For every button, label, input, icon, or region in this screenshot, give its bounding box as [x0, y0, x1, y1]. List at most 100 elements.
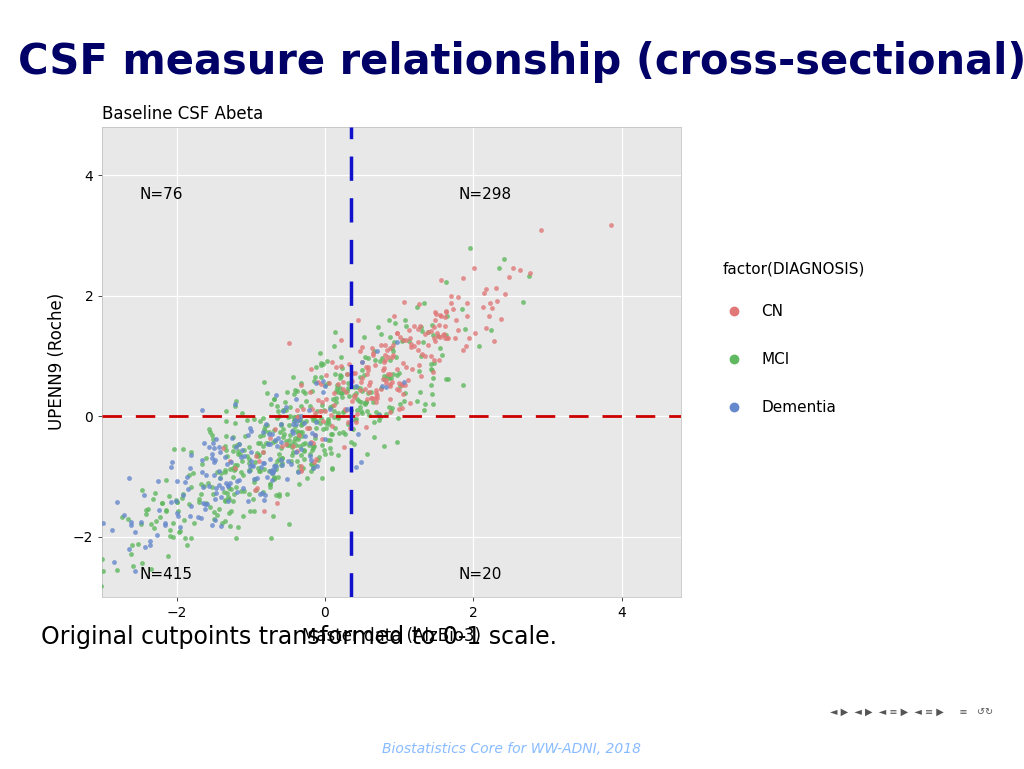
- Point: [303, 454, 319, 467]
- Point: [329, 396, 345, 408]
- Point: [289, 384, 305, 397]
- Point: [294, 403, 310, 415]
- Point: [83, 574, 99, 587]
- Point: [385, 345, 401, 357]
- Point: [262, 478, 279, 491]
- Point: [319, 434, 336, 446]
- Point: [183, 448, 200, 461]
- Point: [266, 460, 283, 472]
- Point: [287, 384, 303, 396]
- Point: [437, 320, 454, 332]
- Point: [242, 465, 258, 478]
- Point: [286, 388, 302, 400]
- Point: [198, 498, 214, 510]
- Point: [489, 295, 506, 307]
- Point: [198, 452, 214, 464]
- Point: [201, 480, 217, 492]
- Point: [293, 419, 309, 431]
- Point: [133, 484, 150, 496]
- Point: [389, 326, 406, 338]
- Point: [307, 407, 324, 419]
- Point: [285, 424, 301, 436]
- Point: [268, 463, 285, 475]
- Point: [312, 378, 329, 390]
- Point: [186, 517, 203, 529]
- Point: [202, 425, 218, 438]
- Point: [292, 426, 308, 438]
- Point: [401, 335, 418, 347]
- Point: [406, 320, 422, 332]
- Point: [322, 441, 338, 454]
- Point: [127, 526, 143, 538]
- Point: [262, 438, 279, 451]
- Point: [409, 301, 425, 314]
- Point: [346, 438, 362, 451]
- Point: [285, 440, 301, 452]
- Point: [297, 387, 313, 399]
- Point: [93, 580, 110, 592]
- Point: [381, 372, 397, 384]
- Point: [313, 399, 330, 411]
- Point: [110, 564, 126, 576]
- Point: [266, 434, 283, 447]
- Point: [322, 418, 338, 430]
- Point: [298, 394, 314, 407]
- Point: [219, 478, 236, 491]
- Point: [330, 407, 346, 419]
- Point: [218, 477, 234, 489]
- Point: [338, 386, 354, 398]
- Point: [197, 503, 213, 515]
- Point: [199, 498, 215, 510]
- Point: [369, 392, 385, 404]
- Point: [293, 460, 309, 472]
- Point: [269, 405, 286, 418]
- Point: [440, 331, 457, 344]
- Point: [289, 444, 305, 457]
- Point: [252, 464, 268, 477]
- Point: [158, 474, 174, 486]
- Point: [376, 440, 392, 452]
- Point: [395, 334, 412, 346]
- Point: [206, 513, 222, 525]
- Point: [259, 471, 275, 483]
- Point: [360, 351, 377, 364]
- Point: [326, 341, 342, 353]
- Point: [436, 311, 453, 323]
- Point: [308, 414, 325, 427]
- Point: [305, 440, 322, 452]
- Point: [309, 394, 326, 407]
- Point: [284, 438, 300, 450]
- Point: [207, 514, 223, 527]
- Point: [221, 493, 238, 505]
- Point: [346, 388, 362, 401]
- Point: [315, 423, 332, 435]
- Point: [328, 384, 344, 397]
- Point: [330, 382, 346, 394]
- Point: [295, 384, 311, 397]
- Point: [307, 453, 324, 465]
- Point: [184, 467, 201, 479]
- Point: [247, 484, 263, 496]
- Point: [288, 418, 304, 431]
- Point: [283, 455, 299, 468]
- Point: [264, 436, 281, 448]
- Point: [236, 444, 252, 456]
- Point: [290, 433, 306, 445]
- Point: [195, 481, 211, 493]
- Point: [339, 384, 355, 397]
- Point: [316, 379, 333, 391]
- Point: [121, 471, 137, 484]
- Point: [385, 309, 401, 321]
- Point: [211, 503, 227, 515]
- Point: [314, 385, 331, 398]
- Point: [287, 432, 303, 444]
- Point: [420, 339, 436, 351]
- Point: [367, 391, 383, 404]
- Point: [181, 469, 198, 481]
- Point: [437, 373, 454, 385]
- Point: [258, 418, 274, 430]
- Point: [317, 393, 334, 405]
- Point: [214, 482, 230, 494]
- Point: [218, 431, 234, 443]
- Point: [194, 454, 210, 466]
